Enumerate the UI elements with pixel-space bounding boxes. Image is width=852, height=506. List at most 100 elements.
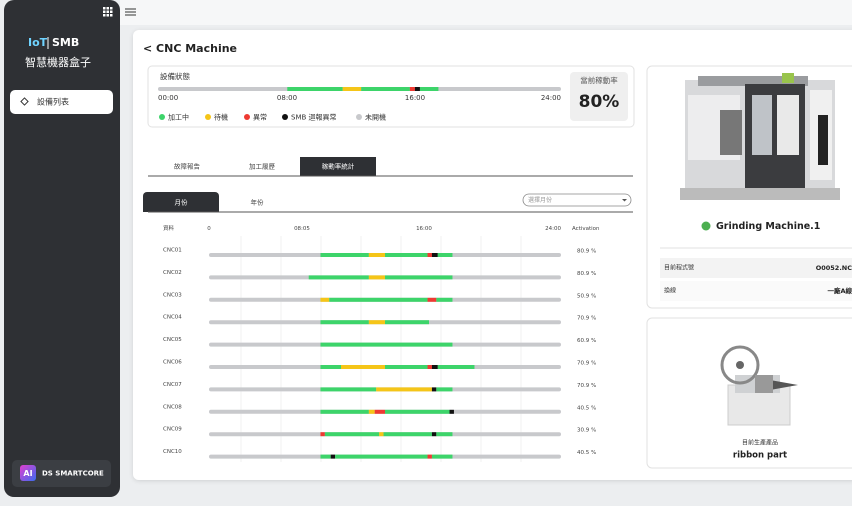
menu-item[interactable] (10, 90, 113, 114)
timeline-segment (437, 253, 453, 257)
timeline-segment (436, 432, 453, 437)
subtab[interactable]: 月份 (175, 198, 189, 207)
timeline-segment (449, 409, 454, 414)
timeline-segment (320, 253, 369, 257)
row-name: CNC02 (163, 270, 182, 276)
row-activation: 50.9 % (577, 293, 596, 299)
timeline-segment (320, 320, 369, 325)
row-name: CNC01 (163, 248, 182, 254)
timeline-segment (376, 387, 432, 392)
footer-label: DS SMARTCORE (42, 470, 104, 478)
row-activation: 70.9 % (577, 383, 596, 389)
legend-label: 未開機 (365, 113, 386, 122)
timeline-segment (437, 365, 475, 369)
timeline-segment (320, 432, 325, 437)
subtab-active[interactable] (143, 192, 219, 212)
legend-dot (159, 114, 165, 120)
machine-image (680, 73, 840, 200)
time-label: 24:00 (541, 94, 561, 102)
table-header: 16:00 (416, 226, 432, 232)
timeline-segment (427, 365, 432, 369)
tab-active[interactable] (300, 157, 376, 176)
timeline-segment (409, 87, 415, 91)
menu-icon (20, 97, 29, 106)
row-name: CNC07 (163, 382, 182, 388)
row-name: CNC03 (163, 292, 182, 298)
ai-badge (20, 465, 36, 481)
timeline-segment (419, 87, 439, 91)
month-select[interactable] (522, 193, 632, 207)
row-activation: 70.9 % (577, 316, 596, 322)
timeline-segment (368, 409, 375, 414)
row-activation: 40.5 % (577, 405, 596, 411)
row-activation: 80.9 % (577, 271, 596, 277)
row-activation: 80.9 % (577, 249, 596, 255)
table-header: 24:00 (545, 226, 561, 232)
timeline-segment (329, 297, 428, 302)
subtab[interactable]: 年份 (251, 198, 265, 207)
timeline-segment (431, 454, 453, 459)
timeline-segment (431, 432, 437, 437)
detail-label: 換線 (664, 287, 676, 295)
timeline-segment (287, 87, 343, 91)
timeline-segment (383, 432, 432, 437)
tab[interactable]: 稼動率統計 (322, 162, 355, 171)
timeline-segment (335, 454, 428, 459)
detail-label: 目前程式號 (664, 264, 694, 272)
status-dot (701, 221, 711, 231)
select-placeholder: 選擇月份 (528, 196, 552, 204)
legend-dot (205, 114, 211, 120)
legend-dot (244, 114, 250, 120)
tab[interactable]: 故障報告 (174, 162, 201, 171)
timeline-segment (361, 87, 410, 91)
page-title[interactable]: < CNC Machine (143, 42, 237, 55)
detail-value: 一廠A線 (827, 286, 852, 295)
timeline-segment (341, 365, 385, 369)
timeline-segment (320, 387, 377, 392)
row-name: CNC04 (163, 315, 182, 321)
timeline-segment (320, 342, 453, 347)
menu-icon[interactable] (125, 8, 136, 16)
table-header: Activation (572, 226, 600, 232)
detail-value: O0052.NC (816, 264, 852, 272)
menu-label[interactable]: 設備列表 (37, 97, 69, 107)
time-label: 00:00 (158, 94, 178, 102)
timeline-segment (385, 320, 429, 325)
legend-label: 加工中 (168, 113, 189, 122)
status-card (147, 65, 635, 128)
apps-icon[interactable] (103, 7, 113, 17)
timeline-segment (320, 409, 369, 414)
product-name: ribbon part (733, 451, 787, 461)
row-activation: 30.9 % (577, 428, 596, 434)
rate-box (570, 72, 628, 121)
timeline-segment (320, 365, 341, 369)
legend-label: 異常 (253, 113, 267, 122)
row-name: CNC09 (163, 427, 182, 433)
timeline-segment (374, 409, 385, 414)
timeline-segment (308, 275, 369, 280)
timeline-segment (342, 87, 362, 91)
timeline-segment (427, 297, 437, 302)
table-header: 0 (207, 226, 211, 232)
sidebar-subtitle: 智慧機器盒子 (25, 55, 91, 69)
table-header: 08:05 (294, 226, 310, 232)
detail-row (660, 281, 852, 301)
row-name: CNC10 (163, 449, 182, 455)
timeline-segment (385, 253, 428, 257)
timeline-segment (436, 297, 453, 302)
timeline-segment (436, 387, 453, 392)
row-name: CNC06 (163, 360, 182, 366)
sidebar (4, 0, 120, 497)
detail-row (660, 258, 852, 278)
timeline-segment (385, 409, 450, 414)
timeline-segment (379, 432, 384, 437)
tab[interactable]: 加工履歷 (249, 162, 276, 171)
rate-value: 80% (579, 92, 620, 112)
footer-button[interactable] (12, 460, 111, 487)
logo-iot: IoT (28, 36, 48, 49)
time-label: 16:00 (405, 94, 425, 102)
timeline-segment (414, 87, 420, 91)
timeline-segment (385, 365, 428, 369)
timeline-segment (320, 454, 331, 459)
